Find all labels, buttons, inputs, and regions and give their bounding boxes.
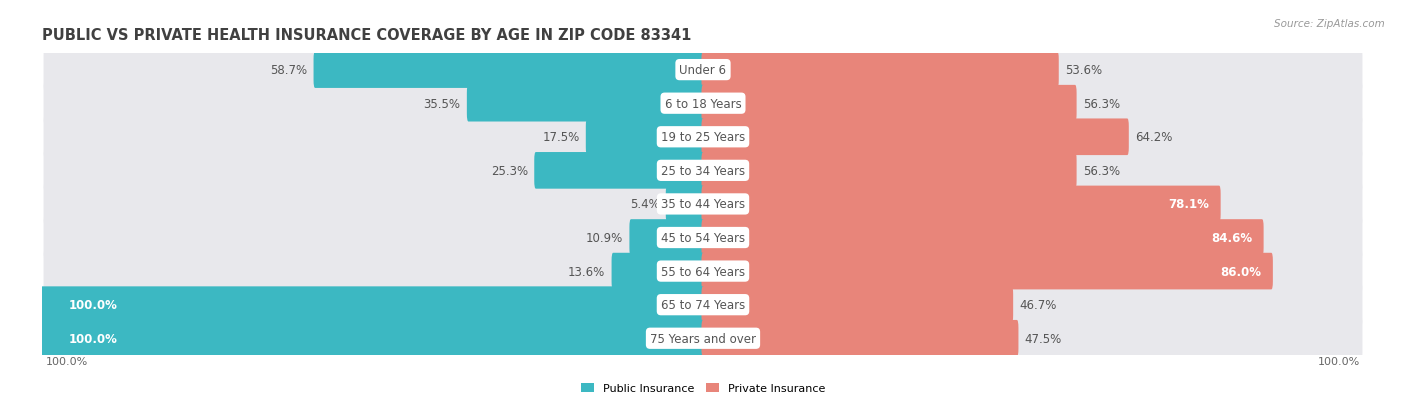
FancyBboxPatch shape <box>702 186 1220 223</box>
FancyBboxPatch shape <box>702 320 1018 357</box>
FancyBboxPatch shape <box>702 119 1129 156</box>
FancyBboxPatch shape <box>467 85 704 122</box>
FancyBboxPatch shape <box>44 316 1362 361</box>
Text: 35.5%: 35.5% <box>423 97 461 110</box>
FancyBboxPatch shape <box>44 81 1362 127</box>
Text: 86.0%: 86.0% <box>1220 265 1261 278</box>
FancyBboxPatch shape <box>702 253 1272 290</box>
FancyBboxPatch shape <box>41 287 704 323</box>
FancyBboxPatch shape <box>586 119 704 156</box>
Text: 25 to 34 Years: 25 to 34 Years <box>661 164 745 178</box>
Text: Source: ZipAtlas.com: Source: ZipAtlas.com <box>1274 19 1385 28</box>
Text: 5.4%: 5.4% <box>630 198 659 211</box>
Text: 19 to 25 Years: 19 to 25 Years <box>661 131 745 144</box>
FancyBboxPatch shape <box>44 249 1362 294</box>
FancyBboxPatch shape <box>612 253 704 290</box>
FancyBboxPatch shape <box>702 287 1014 323</box>
Text: 17.5%: 17.5% <box>543 131 579 144</box>
Legend: Public Insurance, Private Insurance: Public Insurance, Private Insurance <box>576 379 830 398</box>
Text: 100.0%: 100.0% <box>69 332 118 345</box>
FancyBboxPatch shape <box>702 220 1264 256</box>
Text: 65 to 74 Years: 65 to 74 Years <box>661 299 745 311</box>
Text: 100.0%: 100.0% <box>45 356 87 366</box>
Text: 53.6%: 53.6% <box>1066 64 1102 77</box>
FancyBboxPatch shape <box>44 148 1362 194</box>
Text: 46.7%: 46.7% <box>1019 299 1057 311</box>
FancyBboxPatch shape <box>630 220 704 256</box>
FancyBboxPatch shape <box>44 114 1362 160</box>
FancyBboxPatch shape <box>44 47 1362 93</box>
Text: 64.2%: 64.2% <box>1135 131 1173 144</box>
FancyBboxPatch shape <box>44 282 1362 328</box>
Text: 84.6%: 84.6% <box>1211 231 1253 244</box>
Text: 45 to 54 Years: 45 to 54 Years <box>661 231 745 244</box>
Text: 75 Years and over: 75 Years and over <box>650 332 756 345</box>
Text: PUBLIC VS PRIVATE HEALTH INSURANCE COVERAGE BY AGE IN ZIP CODE 83341: PUBLIC VS PRIVATE HEALTH INSURANCE COVER… <box>42 28 692 43</box>
Text: 35 to 44 Years: 35 to 44 Years <box>661 198 745 211</box>
Text: Under 6: Under 6 <box>679 64 727 77</box>
Text: 56.3%: 56.3% <box>1083 164 1121 178</box>
Text: 6 to 18 Years: 6 to 18 Years <box>665 97 741 110</box>
Text: 13.6%: 13.6% <box>568 265 605 278</box>
FancyBboxPatch shape <box>41 320 704 357</box>
Text: 100.0%: 100.0% <box>1319 356 1361 366</box>
FancyBboxPatch shape <box>702 153 1077 189</box>
FancyBboxPatch shape <box>666 186 704 223</box>
Text: 56.3%: 56.3% <box>1083 97 1121 110</box>
Text: 55 to 64 Years: 55 to 64 Years <box>661 265 745 278</box>
FancyBboxPatch shape <box>702 85 1077 122</box>
FancyBboxPatch shape <box>44 181 1362 228</box>
FancyBboxPatch shape <box>534 153 704 189</box>
FancyBboxPatch shape <box>44 215 1362 261</box>
Text: 58.7%: 58.7% <box>270 64 307 77</box>
Text: 100.0%: 100.0% <box>69 299 118 311</box>
Text: 47.5%: 47.5% <box>1025 332 1062 345</box>
FancyBboxPatch shape <box>702 52 1059 89</box>
Text: 10.9%: 10.9% <box>586 231 623 244</box>
Text: 78.1%: 78.1% <box>1168 198 1209 211</box>
Text: 25.3%: 25.3% <box>491 164 527 178</box>
FancyBboxPatch shape <box>314 52 704 89</box>
